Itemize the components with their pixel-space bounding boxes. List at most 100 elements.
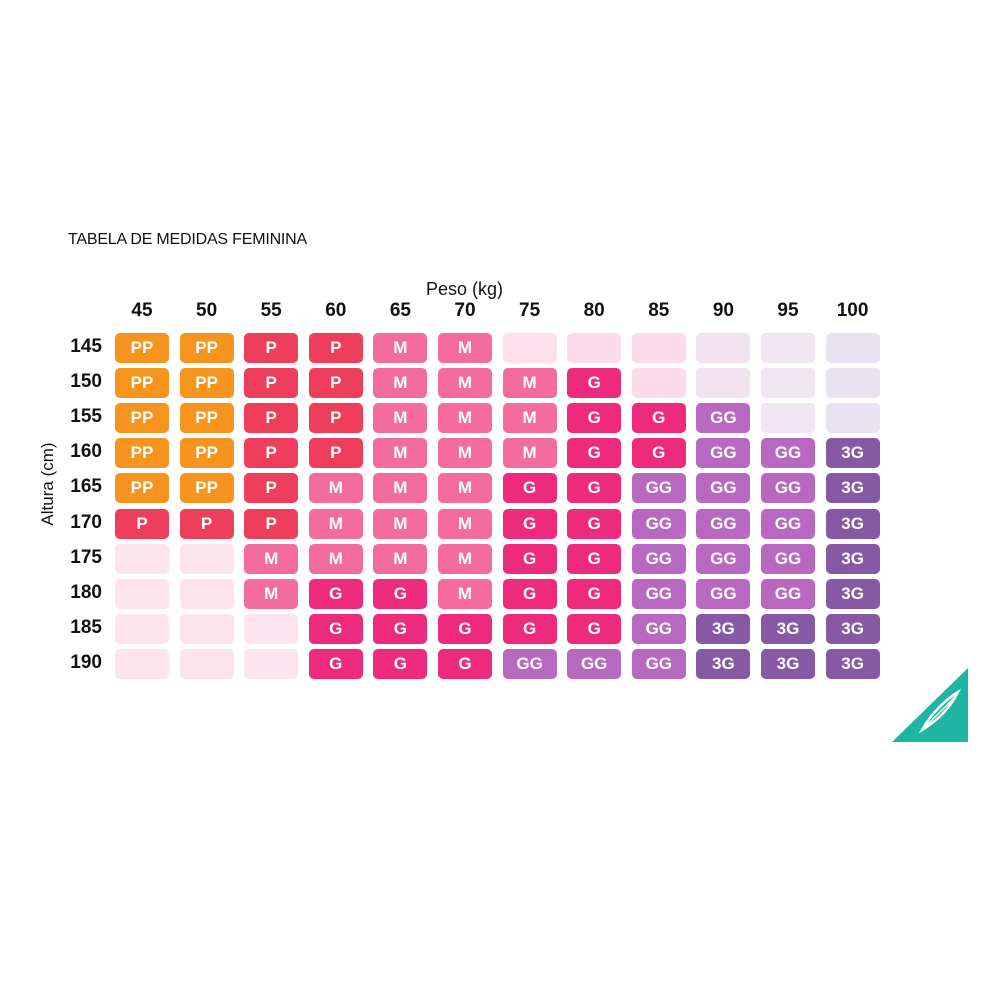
size-cell: G	[502, 613, 557, 644]
size-cell: P	[244, 368, 299, 399]
size-cell: 3G	[696, 613, 751, 644]
size-cell: M	[308, 473, 363, 504]
column-header: 65	[389, 300, 411, 321]
empty-cell	[179, 648, 234, 679]
size-cell: 3G	[825, 543, 880, 574]
size-cell: PP	[115, 368, 169, 399]
size-cell: 3G	[825, 648, 880, 679]
size-cell: G	[502, 578, 557, 609]
row-header: 160	[70, 441, 102, 463]
size-cell: 3G	[825, 508, 880, 539]
size-cell: G	[373, 578, 428, 609]
size-cell: 3G	[825, 473, 880, 504]
size-cell: GG	[696, 438, 751, 469]
size-cell: G	[567, 543, 622, 574]
size-cell: G	[438, 648, 492, 679]
size-cell: G	[373, 613, 428, 644]
x-axis-label: Peso (kg)	[426, 279, 504, 299]
column-header: 80	[583, 300, 605, 321]
empty-cell	[179, 543, 234, 574]
empty-cell	[696, 333, 751, 363]
row-header: 170	[70, 511, 102, 533]
size-cell: M	[438, 578, 492, 609]
size-cell: GG	[631, 613, 686, 644]
row-header: 155	[70, 406, 102, 428]
size-cell: M	[373, 473, 428, 504]
row-header: 175	[70, 546, 102, 568]
size-cell: M	[373, 438, 428, 469]
size-cell: GG	[761, 473, 815, 504]
column-header: 90	[712, 300, 734, 321]
size-cell: M	[373, 333, 428, 363]
column-header: 60	[325, 300, 347, 321]
empty-cell	[115, 648, 169, 679]
size-cell: G	[438, 613, 492, 644]
empty-cell	[825, 333, 880, 363]
size-cell: G	[631, 438, 686, 469]
empty-cell	[825, 403, 880, 434]
size-cell: GG	[761, 543, 815, 574]
size-cell: M	[244, 578, 299, 609]
size-cell: G	[567, 403, 622, 434]
empty-cell	[567, 333, 622, 363]
size-cell: GG	[631, 578, 686, 609]
column-header: 55	[260, 300, 282, 321]
size-cell: P	[244, 438, 299, 469]
size-cell: PP	[179, 333, 234, 363]
empty-cell	[179, 613, 234, 644]
size-cell: G	[308, 648, 363, 679]
empty-cell	[631, 368, 686, 399]
empty-cell	[761, 403, 815, 434]
size-cell: 3G	[825, 613, 880, 644]
size-cell: GG	[631, 543, 686, 574]
size-cell: M	[438, 508, 492, 539]
size-cell: GG	[567, 648, 622, 679]
size-cell: M	[438, 473, 492, 504]
size-cell: GG	[696, 578, 751, 609]
empty-cell	[825, 368, 880, 399]
size-cell: G	[567, 438, 622, 469]
empty-cell	[502, 333, 557, 363]
size-cell: GG	[696, 508, 751, 539]
size-cell: P	[244, 473, 299, 504]
size-cell: G	[567, 578, 622, 609]
size-cell: 3G	[825, 438, 880, 469]
column-header: 75	[519, 300, 541, 321]
size-cell: GG	[761, 438, 815, 469]
size-cell: GG	[631, 473, 686, 504]
size-cell: G	[567, 508, 622, 539]
empty-cell	[761, 368, 815, 399]
size-cell: M	[373, 403, 428, 434]
size-cell: GG	[631, 648, 686, 679]
size-cell: 3G	[761, 648, 815, 679]
size-cell: M	[438, 403, 492, 434]
size-cell: M	[502, 368, 557, 399]
size-cell: M	[308, 543, 363, 574]
size-cell: G	[567, 473, 622, 504]
row-header: 150	[70, 371, 102, 393]
size-cell: G	[502, 473, 557, 504]
size-cell: 3G	[696, 648, 751, 679]
size-cell: P	[244, 403, 299, 434]
size-cell: 3G	[761, 613, 815, 644]
size-cell: P	[115, 508, 169, 539]
column-header: 100	[836, 300, 869, 321]
size-cell: M	[308, 508, 363, 539]
row-header: 190	[70, 651, 102, 673]
size-cell: GG	[502, 648, 557, 679]
size-cell: M	[438, 368, 492, 399]
row-header: 185	[70, 616, 102, 638]
size-cell: P	[308, 438, 363, 469]
column-header: 95	[777, 300, 799, 321]
empty-cell	[244, 613, 299, 644]
size-cell: M	[373, 508, 428, 539]
feather-logo-icon	[892, 668, 968, 742]
size-cell: PP	[179, 438, 234, 469]
size-cell: P	[308, 333, 363, 363]
empty-cell	[115, 578, 169, 609]
empty-cell	[115, 613, 169, 644]
size-cell: PP	[179, 473, 234, 504]
size-cell: GG	[696, 543, 751, 574]
size-cell: PP	[115, 438, 169, 469]
size-cell: G	[502, 543, 557, 574]
